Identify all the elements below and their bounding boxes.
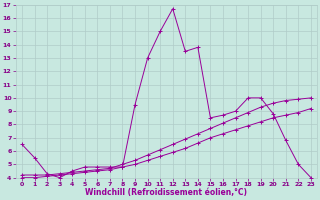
X-axis label: Windchill (Refroidissement éolien,°C): Windchill (Refroidissement éolien,°C): [85, 188, 247, 197]
